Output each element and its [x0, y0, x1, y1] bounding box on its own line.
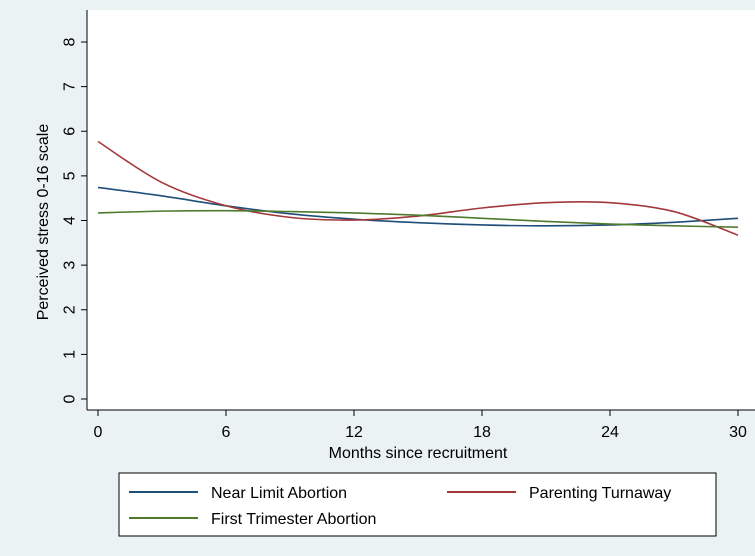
x-tick-label: 0 [94, 424, 103, 441]
legend-label-parenting-turnaway: Parenting Turnaway [529, 485, 671, 502]
y-tick-label: 1 [62, 350, 79, 359]
series-line-first-trimester-abortion [97, 209, 739, 228]
y-tick-label: 3 [62, 261, 79, 270]
y-tick-label: 2 [62, 305, 79, 314]
legend-label-near-limit: Near Limit Abortion [211, 485, 347, 502]
x-tick-label: 12 [345, 424, 363, 441]
x-tick-label: 24 [601, 424, 619, 441]
x-tick-label: 30 [729, 424, 747, 441]
y-tick-label: 0 [62, 394, 79, 403]
y-tick-label: 7 [62, 82, 79, 91]
series-line-parenting-turnaway [97, 140, 739, 236]
legend: Near Limit Abortion Parenting Turnaway F… [118, 472, 717, 537]
legend-box [118, 472, 717, 537]
y-tick-label: 4 [62, 216, 79, 225]
y-tick-label: 6 [62, 127, 79, 136]
x-tick-label: 18 [473, 424, 491, 441]
x-tick-label: 6 [222, 424, 231, 441]
y-axis-title: Perceived stress 0-16 scale [35, 124, 52, 321]
y-tick-label: 5 [62, 171, 79, 180]
y-tick-label: 8 [62, 37, 79, 46]
series-layer [97, 140, 739, 236]
x-axis-title: Months since recruitment [329, 445, 508, 462]
legend-label-first-trimester: First Trimester Abortion [211, 511, 376, 528]
